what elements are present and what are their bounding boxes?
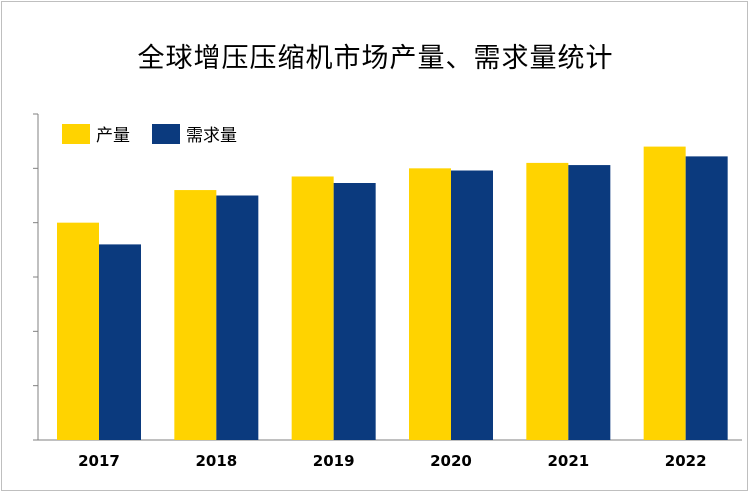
legend-swatch-demand (152, 124, 180, 144)
bar-production-2020 (409, 168, 451, 441)
x-tick-label: 2018 (195, 452, 237, 470)
bar-demand-2019 (333, 183, 376, 440)
x-tick-label: 2017 (78, 452, 120, 470)
bar-production-2021 (526, 162, 569, 440)
bar-production-2022 (643, 146, 686, 440)
x-tick-label: 2021 (547, 452, 589, 470)
bar-demand-2017 (99, 244, 141, 440)
x-tick-label: 2022 (665, 452, 707, 470)
bar-demand-2021 (568, 165, 611, 440)
bar-demand-2022 (685, 156, 728, 440)
bar-production-2018 (174, 190, 217, 440)
legend-label-production: 产量 (96, 126, 130, 146)
x-tick-label: 2020 (430, 452, 472, 470)
legend-label-demand: 需求量 (186, 126, 237, 146)
bar-demand-2020 (451, 170, 493, 441)
bar-demand-2018 (216, 195, 259, 440)
x-tick-label: 2019 (313, 452, 355, 470)
legend-swatch-production (62, 124, 90, 144)
chart-title: 全球增压压缩机市场产量、需求量统计 (137, 43, 614, 74)
bar-production-2017 (57, 222, 99, 440)
bar-production-2019 (291, 176, 334, 440)
